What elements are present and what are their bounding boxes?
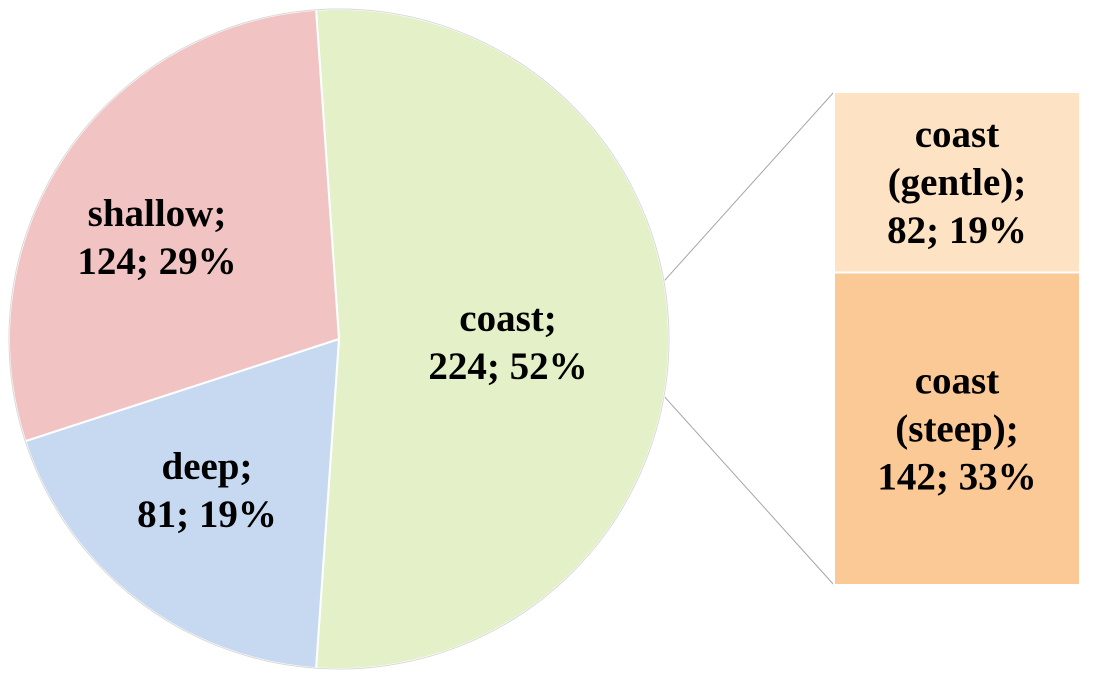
data-label-deep: deep; 81; 19%: [137, 445, 277, 536]
pie-outline: [8, 8, 670, 670]
data-label-shallow-line: 124; 29%: [77, 240, 236, 283]
data-label-deep-line: deep;: [162, 445, 253, 488]
bar-segment-coast-gentle: [833, 91, 1081, 274]
data-label-deep-line: 81; 19%: [137, 493, 277, 536]
data-label-coast-gentle-line: coast: [915, 113, 999, 156]
data-label-coast-gentle-line: 82; 19%: [887, 209, 1027, 252]
data-label-coast-gentle-line: (gentle);: [888, 161, 1027, 204]
data-label-coast-steep: coast (steep); 142; 33%: [877, 360, 1036, 499]
data-label-coast-line: 224; 52%: [428, 345, 587, 388]
pie: [8, 8, 671, 670]
bar-segment-coast-steep: [833, 271, 1081, 586]
data-label-shallow-line: shallow;: [88, 192, 227, 235]
data-label-coast: coast; 224; 52%: [428, 297, 587, 388]
data-label-shallow: shallow; 124; 29%: [77, 192, 236, 283]
data-label-coast-steep-line: 142; 33%: [877, 456, 1036, 499]
data-label-coast-gentle: coast (gentle); 82; 19%: [887, 113, 1027, 252]
data-label-coast-steep-line: (steep);: [895, 408, 1018, 451]
data-label-coast-line: coast;: [459, 297, 556, 340]
data-labels: coast; 224; 52% deep; 81; 19% shallow; 124; 2…: [77, 113, 1036, 536]
breakdown-bar: [833, 91, 1081, 586]
data-label-coast-steep-line: coast: [915, 360, 999, 403]
